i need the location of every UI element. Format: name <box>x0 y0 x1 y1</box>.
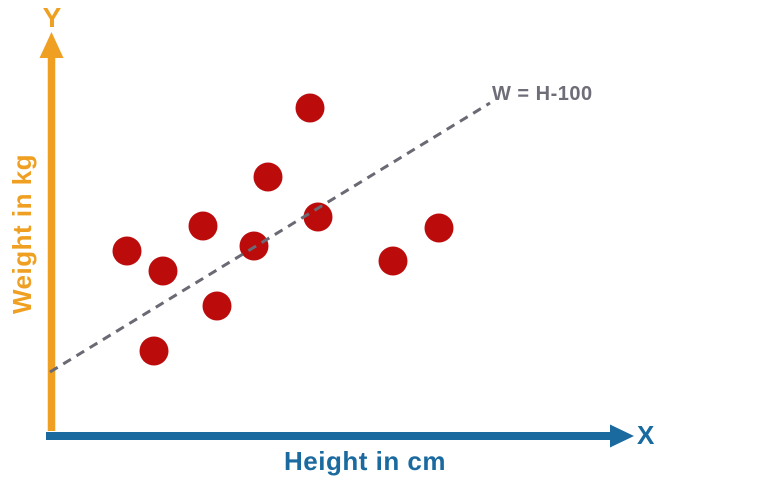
scatter-point <box>139 336 169 366</box>
scatter-point <box>148 256 178 286</box>
scatter-point <box>303 202 333 232</box>
scatter-point <box>188 211 218 241</box>
scatter-point <box>424 213 454 243</box>
y-axis <box>39 32 64 431</box>
y-axis-letter: Y <box>42 2 62 33</box>
scatter-point <box>295 93 325 123</box>
y-axis-title: Weight in kg <box>7 153 37 315</box>
scatter-point <box>378 246 408 276</box>
x-axis-title: Height in cm <box>283 446 447 476</box>
scatter-point <box>253 162 283 192</box>
data-points <box>112 93 454 366</box>
trend-line <box>49 101 491 374</box>
trendline-equation-label: W = H-100 <box>492 83 593 105</box>
x-axis-letter: X <box>637 420 655 450</box>
scatter-point <box>112 236 142 266</box>
scatter-point <box>202 291 232 321</box>
x-axis <box>46 424 634 448</box>
